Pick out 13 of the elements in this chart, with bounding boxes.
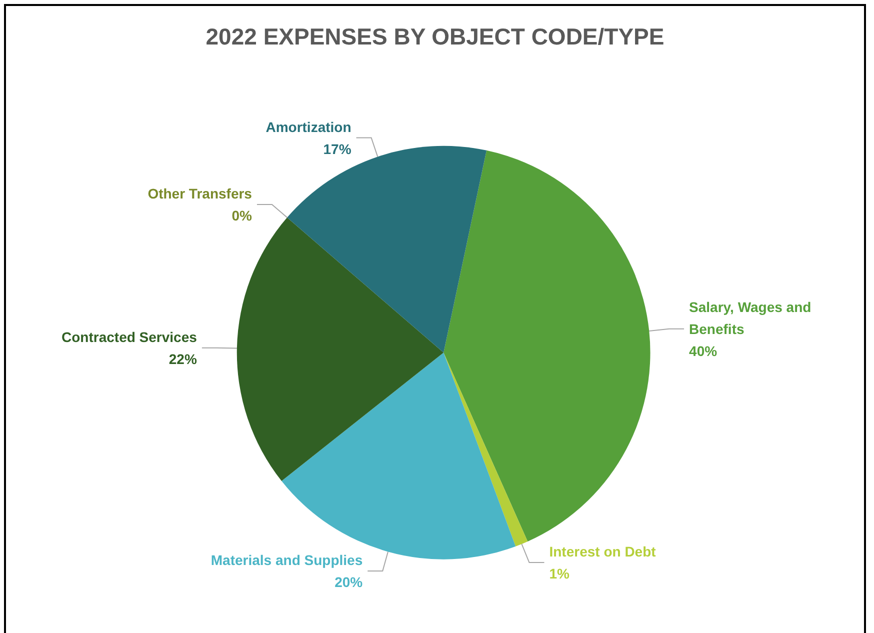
slice-label: Materials and Supplies xyxy=(210,552,363,568)
slice-label: Interest on Debt xyxy=(549,544,656,560)
data-label: 20% xyxy=(334,574,364,590)
data-label: 22% xyxy=(168,350,198,367)
slice-label: Contracted Services xyxy=(62,328,198,345)
data-label: 17% xyxy=(323,140,352,157)
chart-title: 2022 EXPENSES BY OBJECT CODE/TYPE xyxy=(206,24,664,50)
data-label: 1% xyxy=(549,566,570,582)
data-label: 40% xyxy=(689,342,718,359)
slice-label: Amortization xyxy=(266,118,352,135)
category-label: Other Transfers xyxy=(148,185,252,202)
text: 0% xyxy=(232,207,252,224)
slice-label: Salary, Wages and Benefits xyxy=(689,298,816,337)
